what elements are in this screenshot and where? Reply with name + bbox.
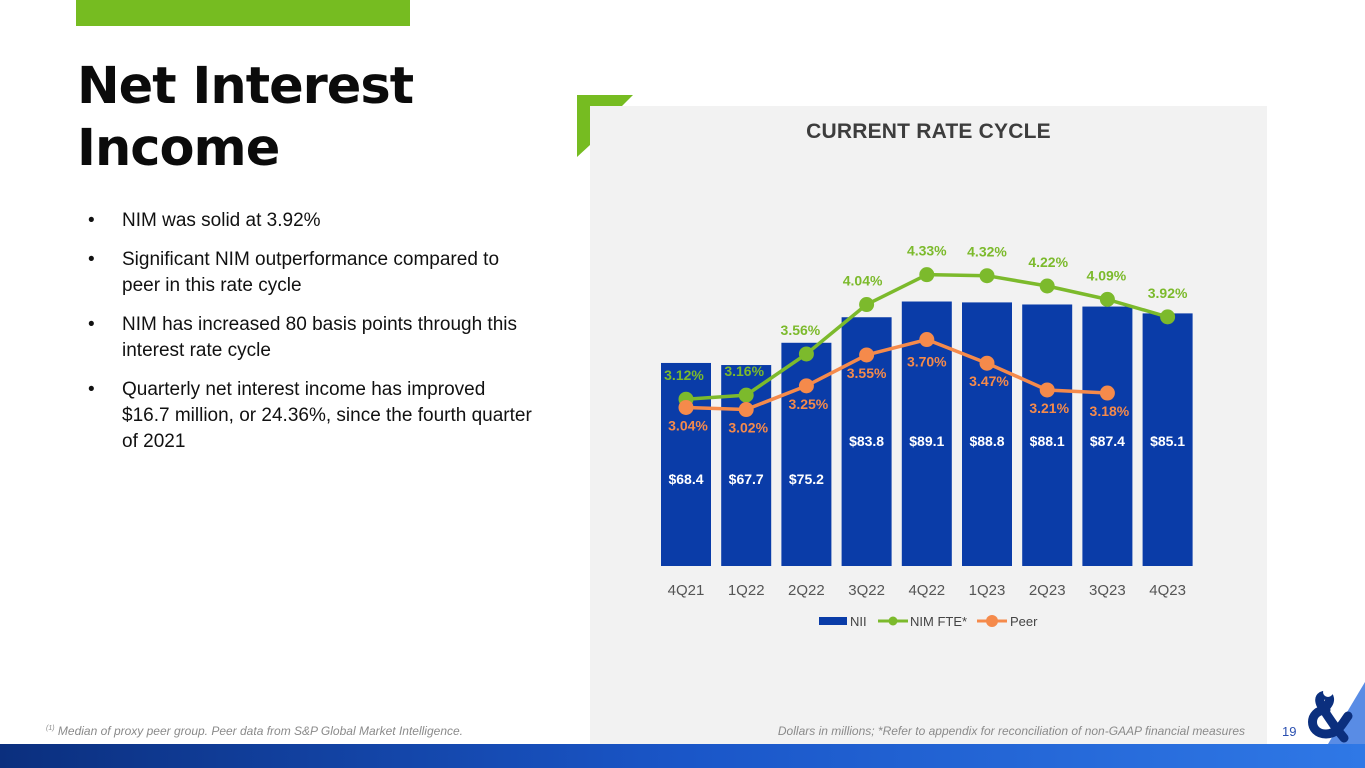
bar-label-1Q23: $88.8 — [969, 433, 1004, 449]
corner-bracket-accent — [577, 95, 633, 157]
x-tick-3Q22: 3Q22 — [848, 582, 885, 599]
peer-point-2Q23 — [1039, 382, 1055, 398]
footer-band — [0, 744, 1365, 768]
peer-label-2Q23: 3.21% — [1029, 400, 1069, 416]
brand-logo-mark — [1308, 682, 1365, 744]
x-tick-3Q23: 3Q23 — [1089, 582, 1126, 599]
chart-panel: CURRENT RATE CYCLE $68.4 4Q21 $67.7 1Q22 $75… — [590, 106, 1267, 744]
peer-label-4Q22: 3.70% — [907, 354, 947, 370]
peer-label-3Q23: 3.18% — [1090, 403, 1130, 419]
combo-chart: $68.4 4Q21 $67.7 1Q22 $75.2 2Q22 $83.8 3Q22 $89.… — [661, 243, 1193, 629]
legend-label-nii: NII — [850, 614, 867, 629]
peer-point-1Q22 — [738, 402, 754, 418]
peer-point-1Q23 — [979, 355, 995, 371]
nim-point-1Q22 — [738, 387, 754, 403]
x-tick-1Q22: 1Q22 — [728, 582, 765, 599]
peer-label-1Q23: 3.47% — [969, 373, 1009, 389]
x-tick-4Q22: 4Q22 — [908, 582, 945, 599]
bullet-item: • NIM has increased 80 basis points throu… — [88, 312, 538, 364]
nim-label-1Q22: 3.16% — [724, 363, 764, 379]
bullet-dot: • — [88, 314, 95, 335]
nim-point-2Q22 — [798, 346, 814, 362]
peer-point-3Q22 — [859, 347, 875, 363]
bar-label-2Q22: $75.2 — [789, 471, 824, 487]
legend-label-nim: NIM FTE* — [910, 614, 967, 629]
nim-point-4Q23 — [1160, 309, 1176, 325]
peer-label-4Q21: 3.04% — [668, 417, 708, 433]
nim-label-3Q22: 4.04% — [843, 273, 883, 289]
legend-swatch-nii — [819, 617, 847, 625]
bullet-dot: • — [88, 210, 95, 231]
nim-label-1Q23: 4.32% — [967, 244, 1007, 260]
nim-label-4Q22: 4.33% — [907, 243, 947, 259]
chart-title: CURRENT RATE CYCLE — [806, 120, 1051, 143]
accent-bar — [76, 0, 410, 26]
bar-nii-4Q23 — [1142, 313, 1193, 566]
x-tick-2Q23: 2Q23 — [1029, 582, 1066, 599]
bullet-item: • Quarterly net interest income has impro… — [88, 377, 538, 455]
bar-label-1Q22: $67.7 — [729, 471, 764, 487]
bar-label-3Q22: $83.8 — [849, 433, 884, 449]
bar-label-2Q23: $88.1 — [1030, 433, 1065, 449]
bar-label-4Q21: $68.4 — [668, 471, 703, 487]
nim-label-3Q23: 4.09% — [1087, 267, 1127, 283]
legend-marker-peer — [986, 615, 998, 627]
peer-label-2Q22: 3.25% — [789, 396, 829, 412]
page-number: 19 — [1282, 724, 1297, 739]
bar-label-3Q23: $87.4 — [1090, 433, 1125, 449]
page-title: Net Interest Income — [77, 56, 537, 180]
footnote-left: (1) Median of proxy peer group. Peer dat… — [46, 724, 463, 738]
nim-point-4Q22 — [919, 267, 935, 283]
legend-marker-nim — [888, 616, 898, 626]
bullet-item: • Significant NIM outperformance compared… — [88, 247, 538, 299]
nim-point-3Q23 — [1099, 291, 1115, 307]
footnote-marker: (1) — [46, 725, 55, 732]
bar-label-4Q22: $89.1 — [909, 433, 944, 449]
bullet-dot: • — [88, 249, 95, 270]
bullet-text: NIM has increased 80 basis points throug… — [122, 314, 517, 361]
peer-point-4Q22 — [919, 332, 935, 348]
bar-nii-1Q23 — [962, 302, 1012, 566]
footnote-right: Dollars in millions; *Refer to appendix … — [777, 724, 1245, 738]
nim-label-4Q21: 3.12% — [664, 367, 704, 383]
bullet-item: • NIM was solid at 3.92% — [88, 208, 538, 234]
x-tick-2Q22: 2Q22 — [788, 582, 825, 599]
peer-line — [685, 337, 1108, 412]
bullet-text: Quarterly net interest income has improv… — [122, 379, 532, 452]
x-tick-1Q23: 1Q23 — [969, 582, 1006, 599]
peer-label-3Q22: 3.55% — [847, 365, 887, 381]
footnote-left-text: Median of proxy peer group. Peer data fr… — [57, 724, 464, 738]
nim-point-3Q22 — [859, 297, 875, 313]
bar-nii-2Q23 — [1022, 304, 1073, 566]
peer-point-2Q22 — [798, 378, 814, 394]
bar-label-4Q23: $85.1 — [1150, 433, 1185, 449]
bullet-text: Significant NIM outperformance compared … — [122, 249, 500, 296]
legend-label-peer: Peer — [1010, 614, 1038, 629]
nim-point-2Q23 — [1039, 278, 1055, 294]
page-title-line-1: Net Interest — [77, 57, 414, 116]
nim-label-2Q22: 3.56% — [781, 322, 821, 338]
bullet-list: • NIM was solid at 3.92% • Significant NIM… — [88, 208, 538, 468]
nim-label-4Q23: 3.92% — [1148, 285, 1188, 301]
peer-point-3Q23 — [1099, 385, 1115, 401]
peer-label-1Q22: 3.02% — [728, 420, 768, 436]
x-tick-4Q21: 4Q21 — [668, 582, 705, 599]
page-title-line-2: Income — [77, 119, 280, 178]
nim-label-2Q23: 4.22% — [1028, 254, 1068, 270]
peer-point-4Q21 — [678, 399, 694, 415]
x-tick-4Q23: 4Q23 — [1149, 582, 1186, 599]
bullet-dot: • — [88, 379, 95, 400]
nim-point-1Q23 — [979, 268, 995, 284]
bar-nii-3Q23 — [1082, 306, 1133, 566]
bullet-text: NIM was solid at 3.92% — [122, 210, 321, 231]
